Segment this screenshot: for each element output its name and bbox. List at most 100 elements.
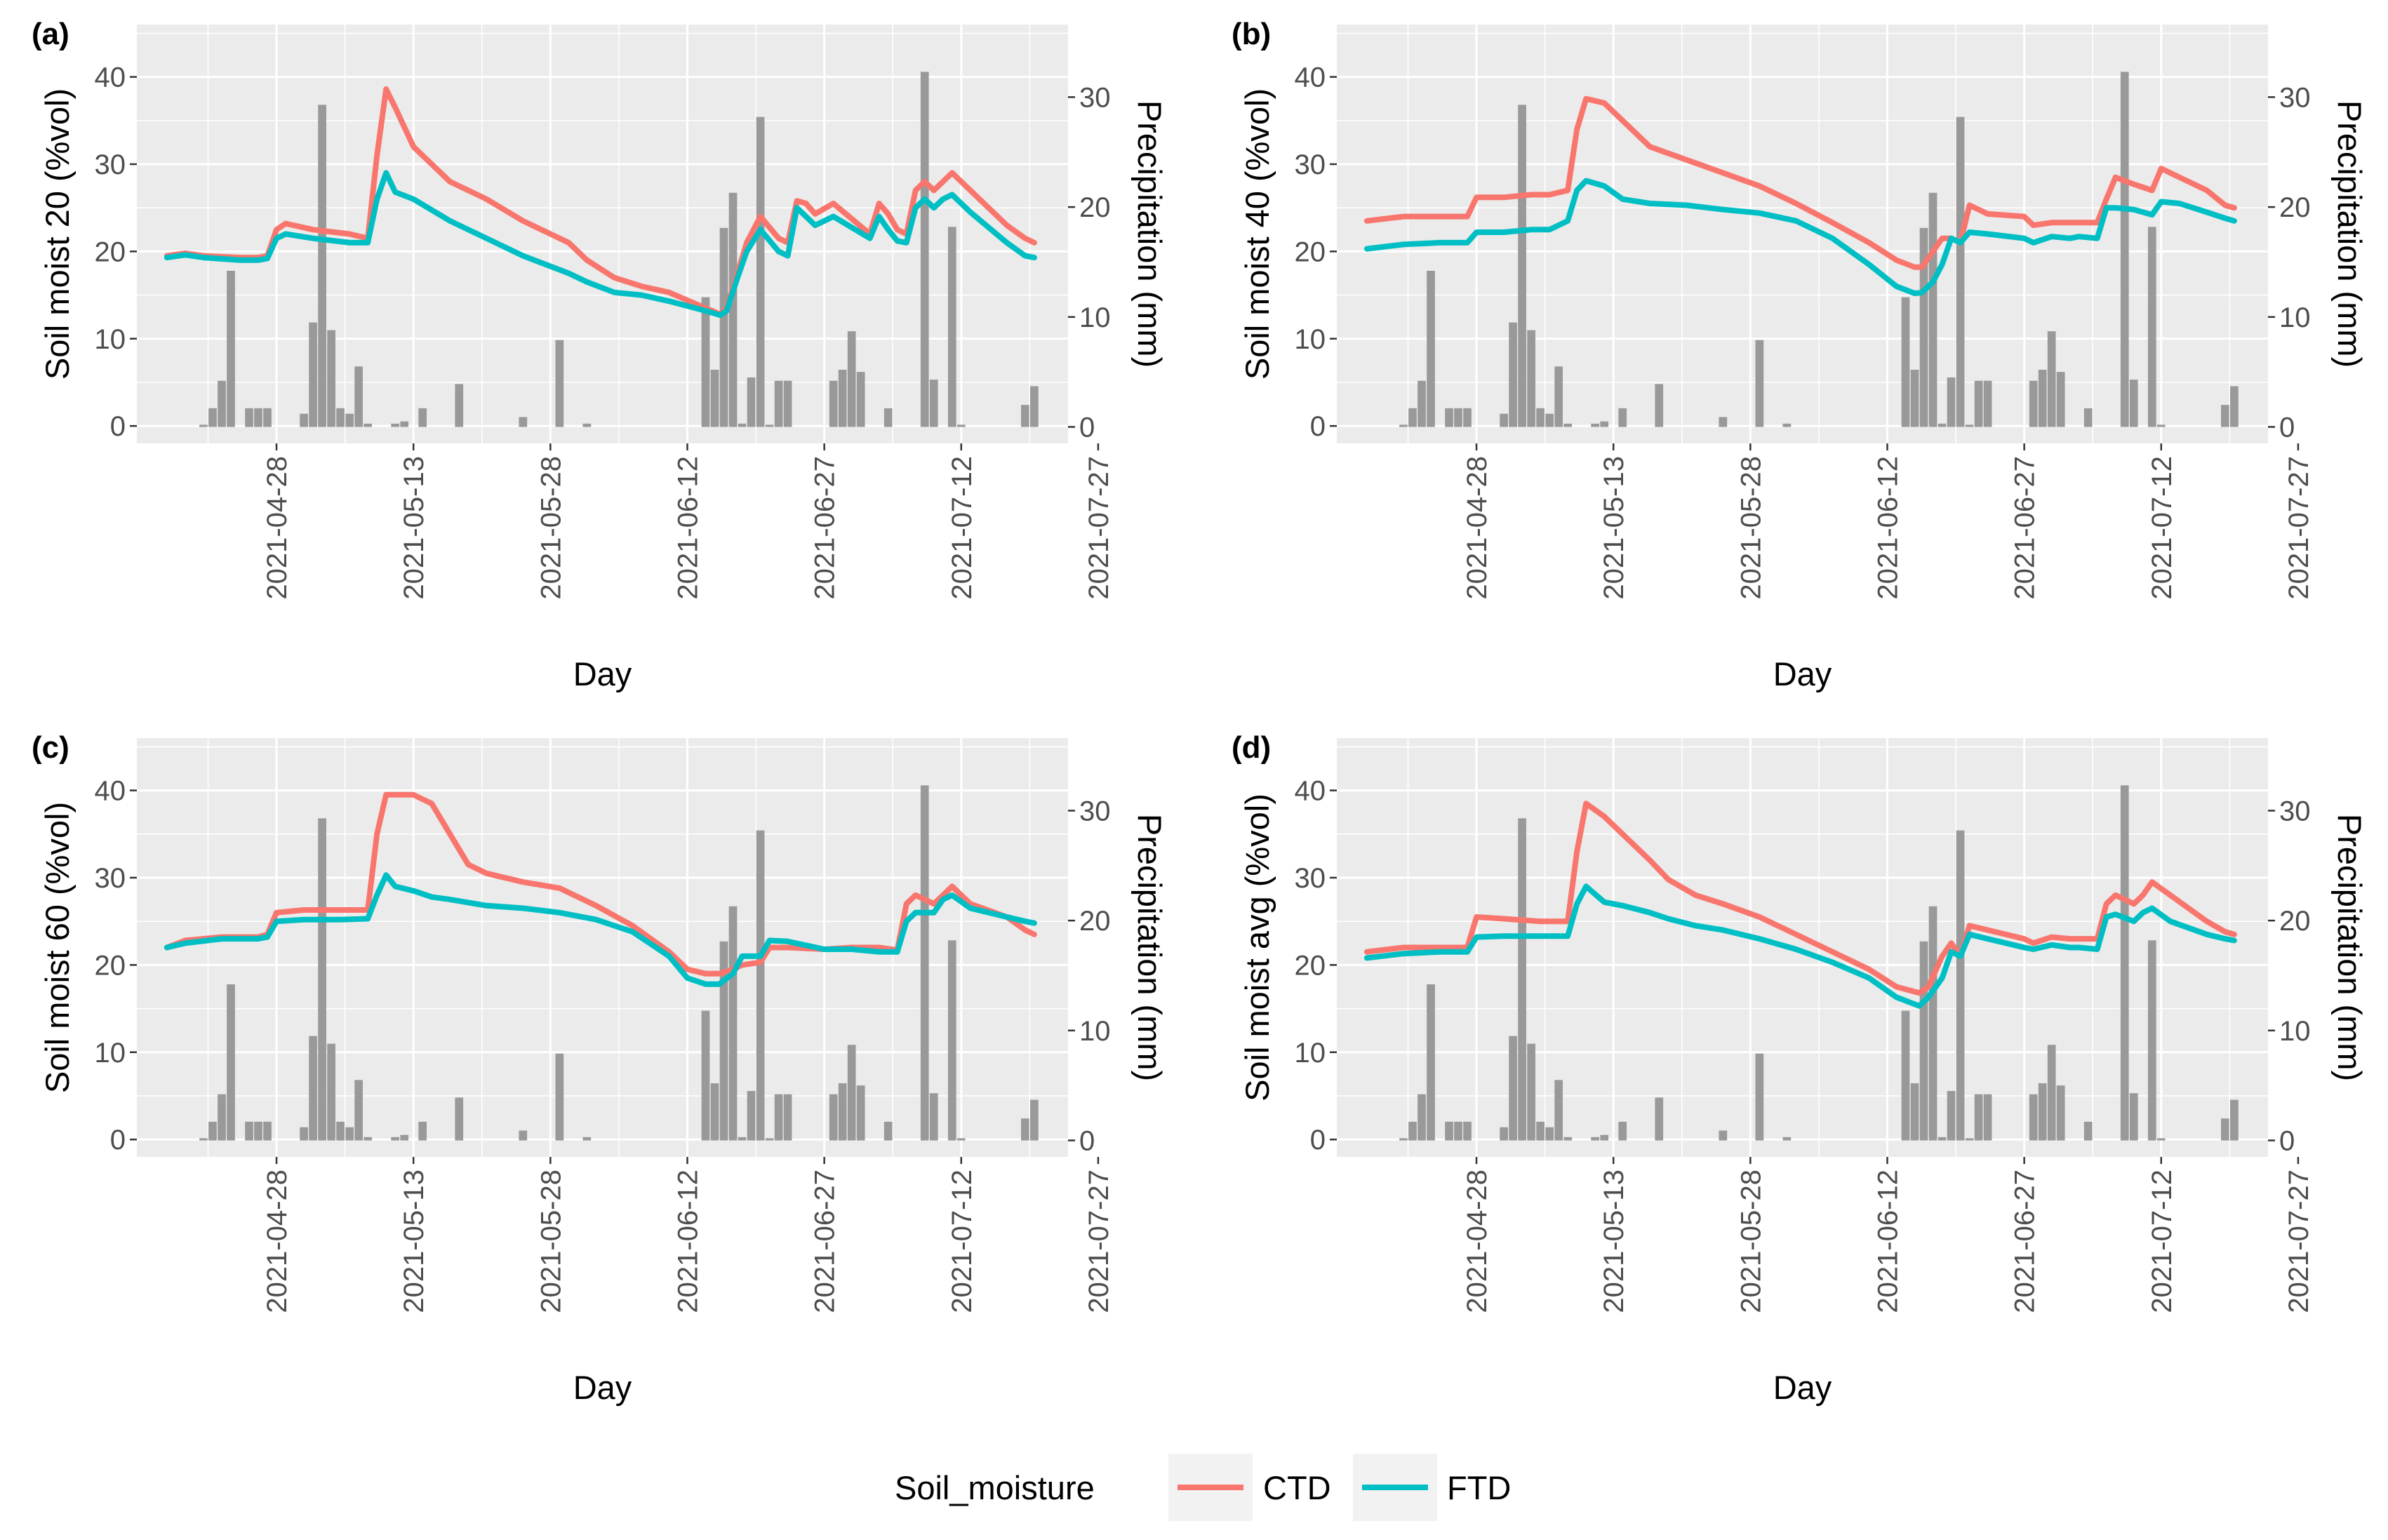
precip-bar [391,423,400,427]
series-line-ftd [1363,883,2237,1009]
precip-bar [1755,1053,1764,1141]
precip-bar [1399,1138,1408,1141]
precip-bar [327,1043,335,1141]
precip-bar [2129,1093,2138,1141]
y2-axis-title: Precipitation (mm) [2331,814,2368,1081]
precip-bar [1983,1094,1992,1141]
precip-bar [2120,785,2129,1141]
x-tick-label: 2021-06-12 [672,456,703,600]
precip-bar [920,785,929,1141]
precip-bar [208,408,217,427]
precip-bar [856,1085,865,1141]
precip-bar [254,1121,262,1141]
precip-bar [199,424,208,427]
precip-bar [1928,192,1937,427]
precip-bar [920,72,929,427]
precip-bar [756,116,765,427]
y-tick-label: 0 [1310,1125,1326,1156]
precip-bar [1563,423,1573,427]
x-tick-label: 2021-06-27 [2010,1170,2041,1313]
x-tick-label: 2021-04-28 [262,1170,293,1313]
precip-bar [1020,405,1029,427]
precip-bar [838,1083,847,1141]
series-line-ftd [164,872,1037,987]
precip-bar [947,940,956,1141]
precip-bar [883,408,893,427]
y-tick-label: 20 [1295,236,1326,267]
precip-bar [1910,370,1919,427]
precip-bar [519,417,528,427]
y-tick-label: 30 [1295,149,1326,180]
y-tick-label: 10 [1295,324,1326,355]
precip-bar [2056,1085,2065,1141]
precip-bar [1463,1121,1472,1141]
precip-bar [519,1130,528,1141]
precip-bar [1500,1127,1508,1141]
x-tick-label: 2021-04-28 [262,456,293,600]
series-line-ftd [164,170,1037,319]
precip-bar [1600,421,1609,427]
precip-bar [956,424,966,427]
panel-background [1337,738,2268,1157]
precip-bar [1983,380,1992,427]
precip-bar [747,1090,756,1141]
x-axis-title: Day [1773,1369,1832,1406]
precip-bar [254,408,262,427]
precip-bar [1427,270,1435,427]
legend-label-ctd: CTD [1263,1469,1331,1506]
precip-bar [227,984,235,1141]
precip-bar [829,380,838,427]
x-axis-title: Day [573,1369,632,1406]
y-tick-label: 0 [1310,411,1326,442]
panel-a: 0 10 20 30 40 2021-04-28 2021-05-13 2021-05-28 2… [32,17,1168,692]
precip-bar [391,1137,400,1141]
precip-bar [883,1121,893,1141]
precip-bar [455,384,464,427]
y2-tick-label: 20 [1079,192,1111,223]
series-line-ctd [164,791,1037,977]
precip-bar [838,370,847,427]
x-tick-label: 2021-07-12 [2147,456,2177,600]
precip-bar [555,340,564,427]
y-tick-label: 20 [95,950,126,981]
precip-bar [245,408,253,427]
precip-bar [2083,1121,2093,1141]
legend-title: Soil_moisture [895,1469,1095,1506]
precip-bar [218,380,226,427]
precip-bar [1545,413,1554,427]
precip-bar [318,818,326,1141]
precip-bar [1600,1134,1609,1141]
y-tick-label: 30 [1295,863,1326,894]
precip-bar [2083,408,2093,427]
y2-tick-label: 20 [2279,192,2311,223]
precip-bar [354,1080,363,1141]
precip-bar [2038,1083,2047,1141]
precip-bar [1554,1080,1563,1141]
y2-tick-label: 20 [2279,906,2311,937]
precip-bar [354,366,363,427]
y2-axis-title: Precipitation (mm) [1131,100,1168,368]
precip-bar [774,1094,783,1141]
precip-bar [227,270,235,427]
precip-bar [263,1121,272,1141]
precip-bar [1782,423,1792,427]
precip-bar [2038,370,2047,427]
precip-bar [829,1094,838,1141]
precip-bar [1947,1090,1956,1141]
precip-bar [1536,1121,1545,1141]
precip-bar [1536,408,1545,427]
precip-bar [701,297,710,427]
precip-bar [336,1121,345,1141]
precip-bar [263,408,272,427]
precip-bar [1518,818,1526,1141]
y-tick-label: 30 [95,863,126,894]
precip-bar [847,331,856,427]
precip-bar [2129,380,2138,427]
precip-bar [1427,984,1435,1141]
precip-bar [336,408,345,427]
precip-bar [1947,377,1956,427]
precip-bar [2156,1138,2166,1141]
y2-tick-label: 0 [2279,412,2295,443]
precip-bar [1518,105,1526,427]
